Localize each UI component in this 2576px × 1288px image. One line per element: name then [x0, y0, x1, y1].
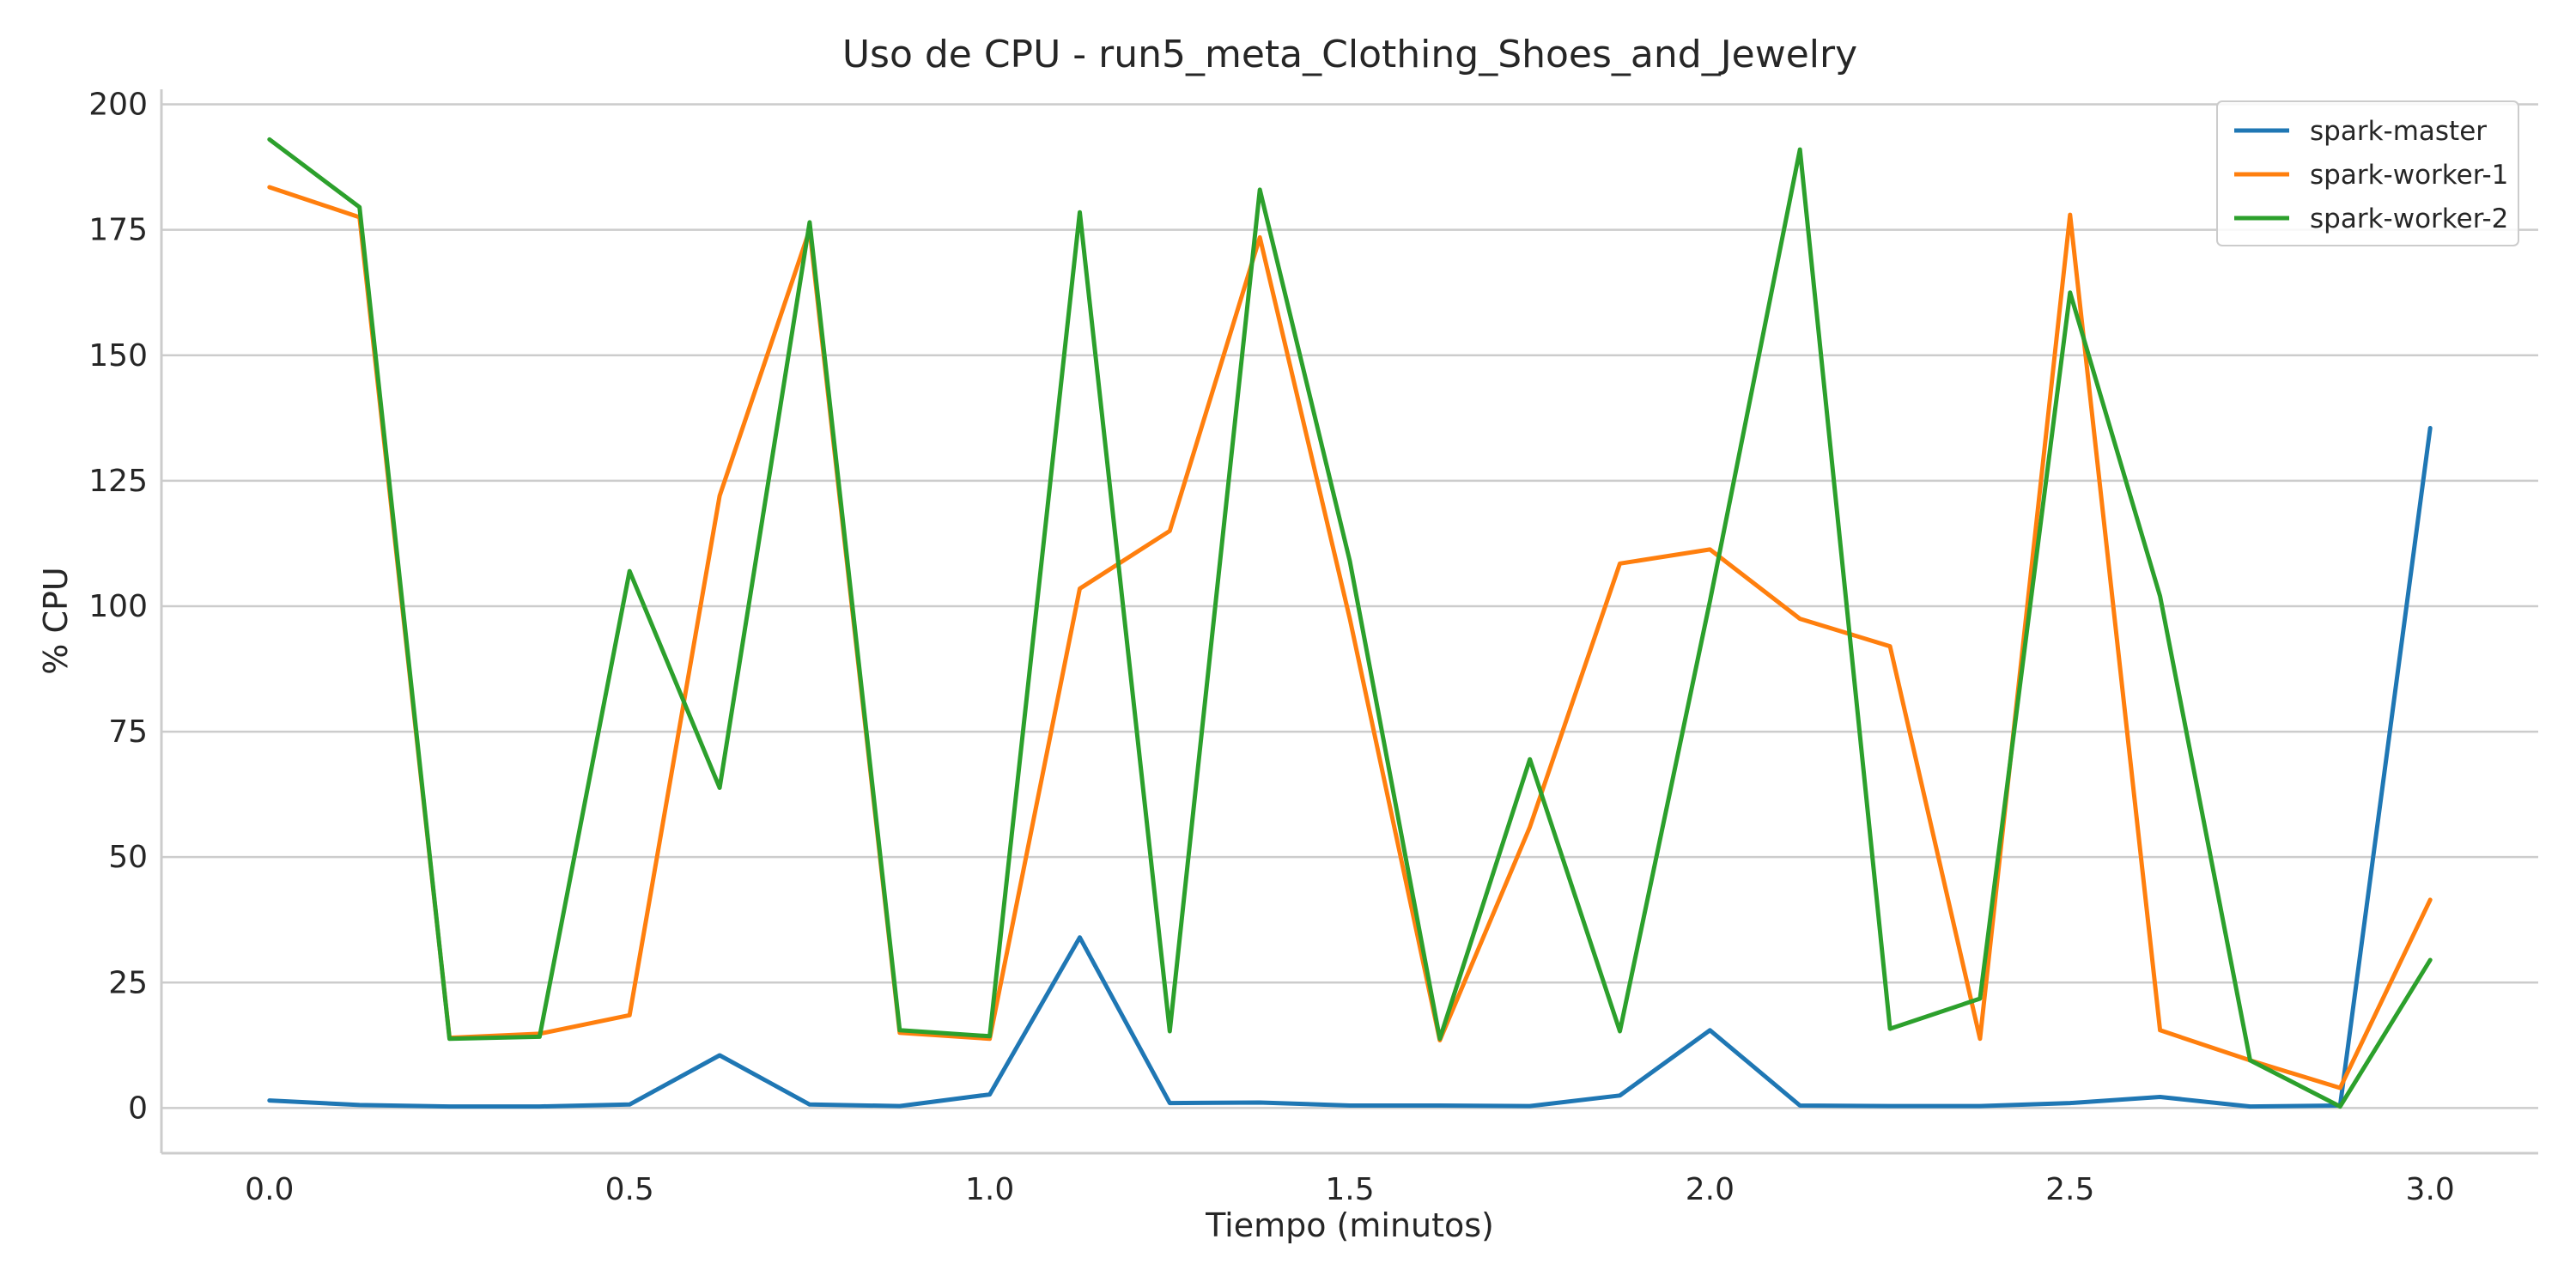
y-tick-label: 175 — [88, 213, 148, 248]
x-tick-label: 1.0 — [965, 1172, 1014, 1207]
legend-label-spark-worker-1: spark-worker-1 — [2310, 160, 2508, 191]
y-tick-label: 125 — [88, 464, 148, 499]
x-tick-label: 1.5 — [1325, 1172, 1374, 1207]
axes-spines — [160, 89, 2538, 1155]
y-tick-label: 0 — [128, 1091, 148, 1126]
y-tick-label: 75 — [108, 714, 148, 750]
y-tick-label: 100 — [88, 589, 148, 624]
series-line-spark-worker-1 — [267, 185, 2433, 1091]
y-tick-label: 200 — [88, 88, 148, 123]
x-tick-label: 3.0 — [2406, 1172, 2455, 1207]
y-tick-label: 50 — [108, 840, 148, 875]
x-tick-label: 0.5 — [605, 1172, 654, 1207]
x-tick-label: 2.0 — [1686, 1172, 1735, 1207]
y-tick-label: 150 — [88, 338, 148, 374]
y-axis-label: % CPU — [37, 567, 75, 674]
y-tick-labels: 0 25 50 75 100 125 150 175 200 — [88, 88, 148, 1127]
legend-label-spark-worker-2: spark-worker-2 — [2310, 204, 2508, 234]
chart-title: Uso de CPU - run5_meta_Clothing_Shoes_an… — [842, 33, 1857, 76]
x-tick-label: 2.5 — [2045, 1172, 2094, 1207]
legend: spark-master spark-worker-1 spark-worker-2 — [2216, 100, 2519, 246]
legend-frame — [2216, 100, 2519, 246]
series-line-spark-master — [267, 426, 2433, 1109]
series-lines — [267, 137, 2433, 1109]
x-axis-label: Tiempo (minutos) — [1205, 1206, 1494, 1244]
x-tick-labels: 0.0 0.5 1.0 1.5 2.0 2.5 3.0 — [245, 1172, 2455, 1207]
y-tick-label: 25 — [108, 965, 148, 1000]
grid-lines — [161, 103, 2538, 1109]
legend-label-spark-master: spark-master — [2310, 116, 2487, 147]
series-line-spark-worker-2 — [267, 137, 2433, 1109]
x-tick-label: 0.0 — [245, 1172, 294, 1207]
